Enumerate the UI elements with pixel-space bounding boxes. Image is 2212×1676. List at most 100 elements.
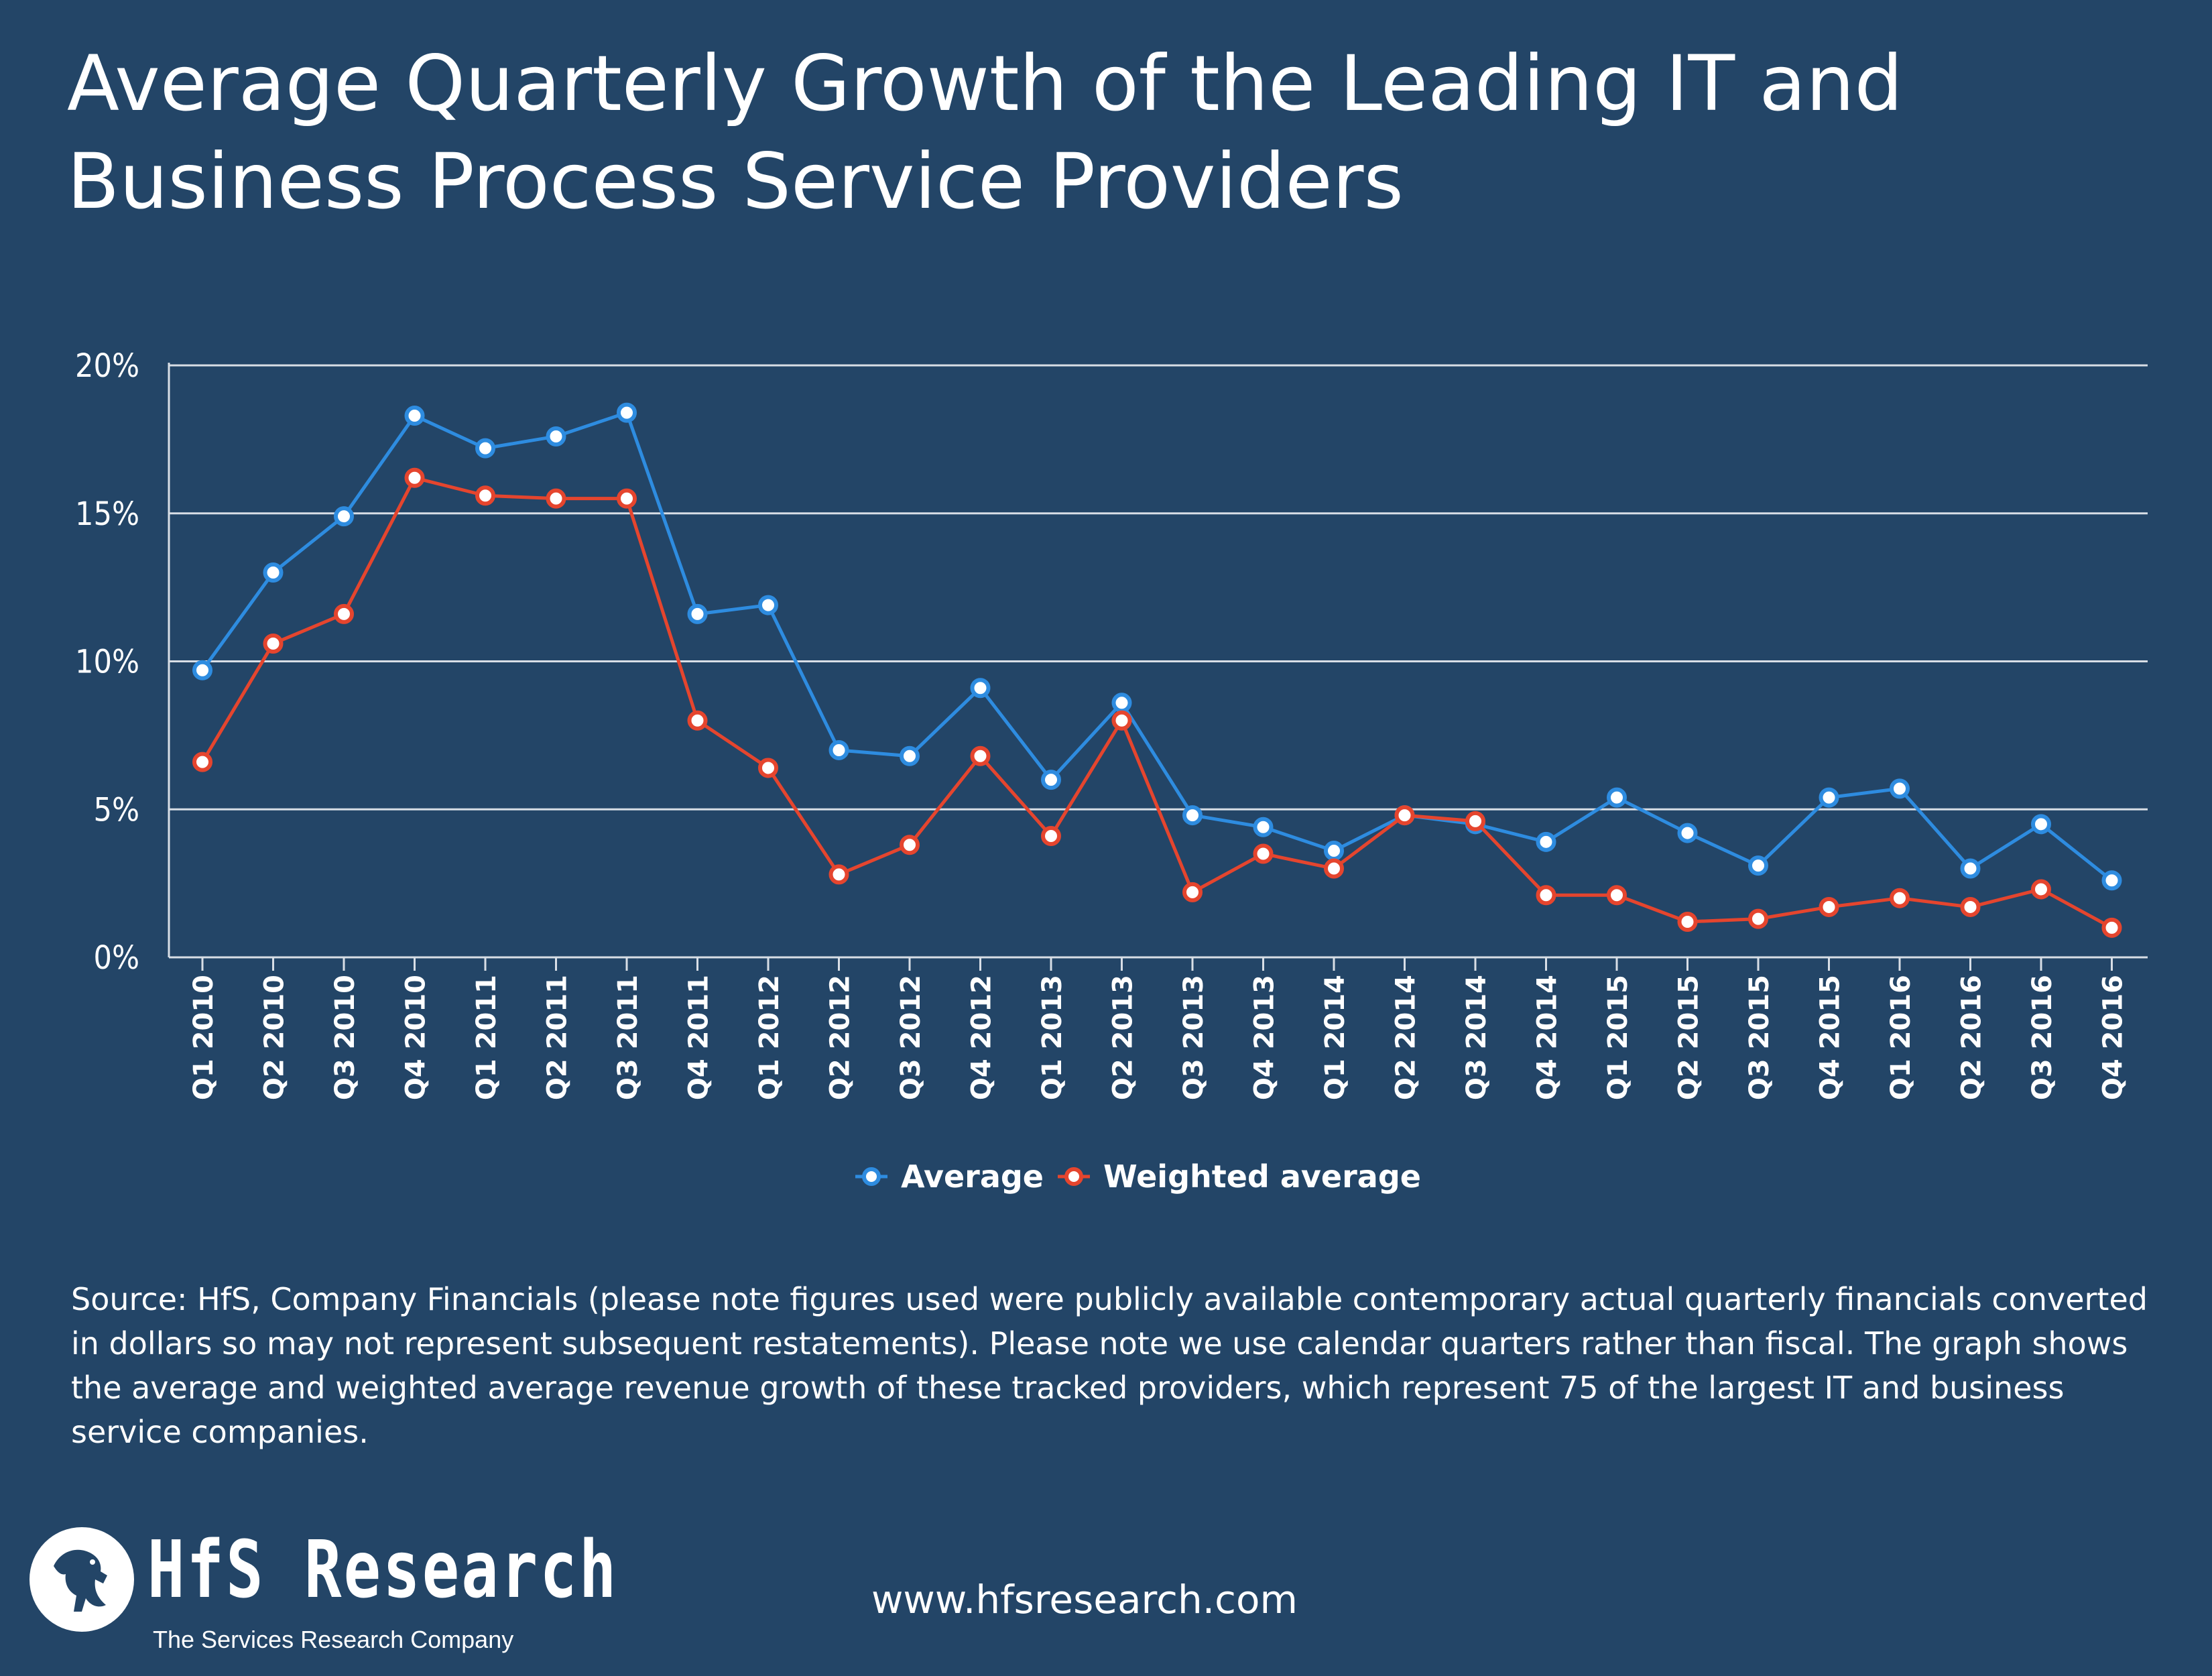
gridlines [169,364,2148,811]
y-tick-label: 15% [75,495,139,533]
y-tick-label: 20% [75,347,139,385]
data-point [1465,811,1485,831]
data-point [1041,770,1061,790]
data-point [263,562,284,583]
y-tick-label: 10% [75,644,139,681]
data-point [758,595,778,615]
data-point [546,488,566,509]
data-point [900,745,920,766]
data-point [1324,858,1344,879]
data-point [1960,858,1981,879]
x-tick-label: Q1 2011 [471,975,502,1100]
x-tick-label: Q3 2015 [1744,975,1775,1100]
data-point [1890,778,1910,799]
data-point [1819,787,1839,808]
data-point [828,739,849,760]
data-point [334,603,354,624]
x-tick-label: Q3 2016 [2027,975,2058,1100]
x-tick-label: Q2 2015 [1674,975,1705,1100]
x-tick-label: Q2 2013 [1108,975,1139,1100]
data-point [1041,825,1061,846]
x-tick-label: Q4 2012 [967,975,997,1100]
x-tick-label: Q1 2014 [1320,975,1351,1100]
data-point [1819,896,1839,917]
x-tick-label: Q1 2012 [754,975,785,1100]
data-point [970,745,991,766]
x-tick-label: Q3 2010 [330,975,361,1100]
data-point [687,603,708,624]
chart-title: Average Quarterly Growth of the Leading … [67,39,1903,226]
data-point [1182,882,1203,902]
y-tick-label: 0% [93,939,139,977]
x-tick-label: Q4 2010 [401,975,432,1100]
data-point [1677,912,1698,933]
y-axis-tick-labels: 0% 5% 10% 15% 20% [75,347,139,977]
data-point [970,678,991,699]
data-point [1960,896,1981,917]
data-point [900,835,920,855]
data-point [475,438,495,459]
x-tick-label: Q2 2011 [542,975,573,1100]
x-tick-label: Q3 2013 [1178,975,1209,1100]
data-point [1536,885,1556,906]
legend-marker [1064,1167,1083,1186]
data-point [1890,888,1910,908]
data-point [2101,870,2122,891]
data-point [617,488,637,509]
website-url[interactable]: www.hfsresearch.com [871,1577,1298,1622]
data-point [192,660,212,680]
data-point [687,710,708,731]
x-tick-label: Q2 2012 [825,975,856,1100]
data-point [2031,814,2051,835]
legend-label: Average [901,1158,1044,1195]
data-point [617,402,637,423]
x-tick-label: Q3 2011 [613,975,643,1100]
data-point [2101,917,2122,938]
x-tick-label: Q4 2015 [1815,975,1846,1100]
data-point [1536,831,1556,852]
data-point [1748,855,1768,876]
data-point [475,485,495,506]
x-tick-label: Q3 2014 [1461,975,1492,1100]
data-point [1111,693,1132,713]
x-tick-label: Q1 2013 [1037,975,1068,1100]
logo-tagline: The Services Research Company [153,1626,514,1653]
data-point [2031,879,2051,900]
x-tick-label: Q4 2016 [2098,975,2129,1100]
legend-label: Weighted average [1103,1158,1421,1195]
series-line [200,476,2113,930]
x-tick-label: Q1 2015 [1603,975,1634,1100]
data-point [828,864,849,885]
x-tick-label: Q2 2010 [259,975,290,1100]
y-tick-label: 5% [93,791,139,829]
legend: Average Weighted average [855,1158,1421,1195]
x-tick-label: Q4 2011 [684,975,715,1100]
legend-marker [862,1167,881,1186]
axes [168,363,2148,971]
hfs-research-logo: HfS Research The Services Research Compa… [28,1522,616,1663]
data-point [404,406,425,426]
data-point [404,467,425,488]
data-point [1253,843,1274,864]
data-point [1253,817,1274,837]
data-point [1748,908,1768,929]
data-point [546,426,566,446]
data-point [263,634,284,654]
data-point [1182,805,1203,826]
x-tick-label: Q1 2010 [188,975,219,1100]
series-line [200,411,2113,882]
data-point [192,752,212,772]
data-point [1324,841,1344,861]
x-tick-label: Q1 2016 [1886,975,1916,1100]
data-point [334,506,354,527]
x-tick-label: Q2 2016 [1957,975,1987,1100]
data-point [1677,823,1698,843]
data-point [758,758,778,778]
x-tick-label: Q4 2013 [1249,975,1280,1100]
source-note: Source: HfS, Company Financials (please … [71,1281,2148,1450]
logo-wordmark: HfS Research [147,1523,619,1616]
x-tick-label: Q2 2014 [1391,975,1422,1100]
data-point [1607,787,1627,808]
data-point [1111,710,1132,731]
